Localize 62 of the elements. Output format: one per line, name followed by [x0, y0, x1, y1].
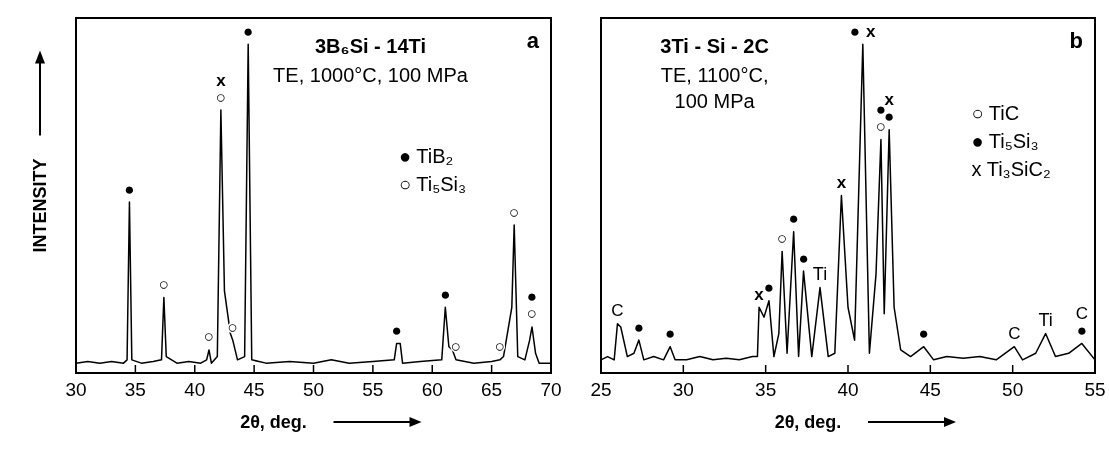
- x-axis-title: 2θ, deg.: [240, 412, 307, 432]
- annotation: ●: [798, 248, 809, 268]
- x-tick-label: 50: [1002, 379, 1024, 400]
- annotation: ●: [391, 320, 402, 340]
- x-tick-label: 70: [540, 379, 562, 400]
- annotation: ● TiB₂: [399, 145, 454, 167]
- annotation: ● Ti₅Si₃: [971, 130, 1039, 152]
- annotation: ●: [763, 278, 775, 298]
- annotation: x: [884, 90, 895, 110]
- annotation: ○: [158, 274, 170, 294]
- annotation: b: [1069, 28, 1083, 53]
- annotation: ●: [1076, 320, 1087, 340]
- x-tick-label: 55: [362, 379, 384, 400]
- annotation: ●: [788, 209, 799, 229]
- annotation: ●: [633, 317, 645, 337]
- annotation: ●: [526, 287, 538, 307]
- annotation: ●: [665, 324, 676, 344]
- x-tick-label: 40: [837, 379, 859, 400]
- x-tick-label: 50: [302, 379, 325, 400]
- annotation: ○ Ti₅Si₃: [399, 173, 467, 195]
- x-tick-label: 60: [421, 379, 443, 400]
- x-tick-label: 45: [243, 379, 265, 400]
- text: TE, 1100°C, 100 MPa: [660, 64, 769, 112]
- x-tick-label: 40: [184, 379, 206, 400]
- annotation: x: [216, 70, 227, 90]
- annotation: ○: [776, 228, 788, 248]
- x-tick-label: 30: [672, 379, 694, 400]
- annotation: C: [1008, 324, 1021, 344]
- annotation: Ti: [1038, 310, 1053, 331]
- annotation: a: [526, 28, 540, 53]
- annotation: ○: [526, 304, 538, 324]
- annotation: ○: [215, 87, 227, 107]
- annotation: ○: [450, 337, 462, 357]
- x-tick-label: 35: [124, 379, 146, 400]
- text: TE, 1000°C, 100 MPa: [273, 64, 469, 86]
- chart-title: 3Ti - Si - 2C: [660, 35, 769, 57]
- annotation: x: [836, 172, 847, 192]
- annotation: x Ti₃SiC₂: [971, 158, 1051, 180]
- annotation: ●: [440, 284, 451, 304]
- y-axis-title: INTENSITY: [30, 158, 50, 253]
- x-tick-label: 30: [65, 379, 87, 400]
- annotation: Ti: [812, 264, 828, 285]
- annotation: ○: [509, 202, 520, 222]
- x-tick-label: 65: [481, 379, 503, 400]
- annotation: C: [1075, 303, 1088, 323]
- x-tick-label: 35: [755, 379, 777, 400]
- x-tick-label: 45: [919, 379, 941, 400]
- annotation: ●: [884, 107, 895, 127]
- annotation: ●: [243, 21, 254, 41]
- annotation: ○: [203, 327, 215, 347]
- x-axis-title: 2θ, deg.: [774, 412, 842, 432]
- annotation: C: [611, 301, 624, 321]
- annotation: ●: [124, 179, 135, 199]
- x-tick-label: 55: [1084, 379, 1106, 400]
- x-tick-label: 25: [590, 379, 612, 400]
- annotation: ○: [494, 337, 506, 357]
- annotation: ●: [849, 21, 860, 41]
- annotation: x: [866, 21, 877, 41]
- annotation: ●: [918, 324, 929, 344]
- chart-title: 3B₆Si - 14Ti: [315, 35, 426, 57]
- annotation: x: [754, 284, 765, 304]
- annotation: ○ TiC: [971, 102, 1020, 124]
